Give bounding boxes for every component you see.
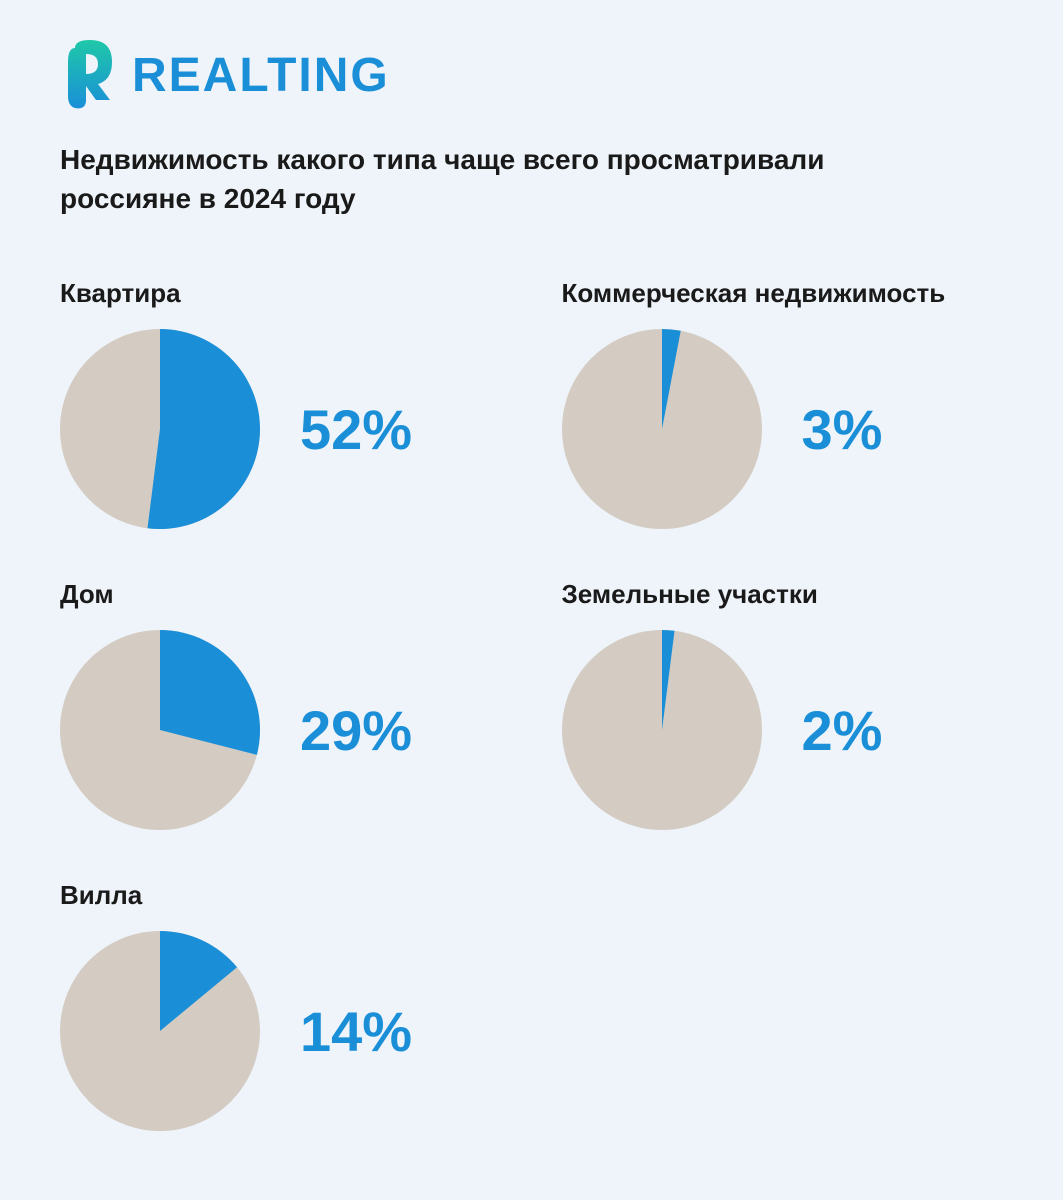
chart-percentage: 2% — [802, 698, 883, 763]
chart-percentage: 29% — [300, 698, 412, 763]
chart-row: 29% — [60, 630, 502, 830]
chart-item: Квартира 52% — [60, 278, 502, 529]
page-title: Недвижимость какого типа чаще всего прос… — [60, 140, 910, 218]
chart-row: 14% — [60, 931, 502, 1131]
chart-item: Коммерческая недвижимость 3% — [562, 278, 1004, 529]
pie-chart — [60, 931, 260, 1131]
logo: REALTING — [60, 40, 1003, 110]
logo-icon — [60, 40, 120, 110]
logo-text: REALTING — [132, 48, 390, 103]
chart-label: Квартира — [60, 278, 502, 309]
chart-item: Дом 29% — [60, 579, 502, 830]
chart-item: Вилла 14% — [60, 880, 502, 1131]
chart-percentage: 3% — [802, 397, 883, 462]
chart-percentage: 52% — [300, 397, 412, 462]
chart-row: 3% — [562, 329, 1004, 529]
chart-item: Земельные участки 2% — [562, 579, 1004, 830]
chart-percentage: 14% — [300, 999, 412, 1064]
chart-label: Коммерческая недвижимость — [562, 278, 1004, 309]
charts-grid: Квартира 52% Коммерческая недвижимость 3% До… — [60, 278, 1003, 1131]
pie-chart — [562, 329, 762, 529]
chart-row: 2% — [562, 630, 1004, 830]
pie-chart — [562, 630, 762, 830]
chart-label: Вилла — [60, 880, 502, 911]
pie-chart — [60, 630, 260, 830]
pie-chart — [60, 329, 260, 529]
chart-row: 52% — [60, 329, 502, 529]
chart-label: Земельные участки — [562, 579, 1004, 610]
chart-label: Дом — [60, 579, 502, 610]
